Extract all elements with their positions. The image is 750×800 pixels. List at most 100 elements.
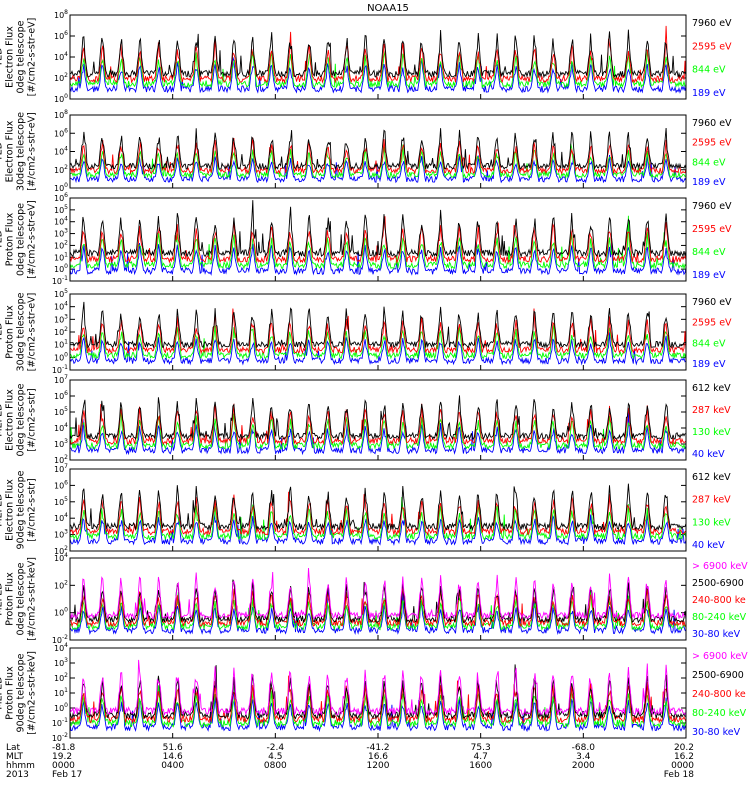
y-axis-label-line: MEPED — [0, 493, 5, 526]
series-line — [70, 579, 686, 624]
series-line — [70, 57, 686, 94]
y-tick-label: 107 — [54, 374, 68, 385]
legend-entry: 240-800 ke — [692, 689, 746, 700]
legend-entry: 189 eV — [692, 88, 726, 99]
y-tick-label: 100 — [54, 607, 68, 618]
y-axis-label-line: 0deg telescope — [16, 203, 27, 276]
panel-2: 100 102 104 106 108 TEDElectron Flux30deg tel… — [0, 109, 732, 193]
series-line — [70, 143, 686, 180]
y-axis-label-line: TED — [0, 47, 5, 67]
y-tick-label: 102 — [54, 239, 68, 250]
y-tick-label: 104 — [54, 642, 68, 653]
legend-entry: 30-80 keV — [692, 629, 741, 640]
legend-entry: 2595 eV — [692, 41, 732, 52]
y-axis-label-line: Electron Flux — [5, 120, 16, 182]
y-tick-label: 103 — [54, 529, 68, 540]
y-tick-label: 104 — [54, 512, 68, 523]
y-axis-label-line: 30deg telescope — [16, 112, 27, 191]
y-tick-label: 106 — [54, 127, 68, 138]
x-tick-label: 16.2 — [674, 752, 694, 762]
y-tick-label: 103 — [54, 228, 68, 239]
y-tick-label: 105 — [54, 204, 68, 215]
series-line — [70, 215, 686, 271]
y-tick-label: 104 — [54, 51, 68, 62]
y-tick-label: 105 — [54, 288, 68, 299]
plot-area — [70, 200, 686, 276]
x-tick-label: 4.7 — [474, 752, 488, 762]
y-tick-label: 108 — [54, 9, 68, 20]
series-line — [70, 588, 686, 636]
series-line — [70, 308, 686, 355]
legend-entry: 130 keV — [692, 517, 731, 528]
y-tick-label: 102 — [54, 164, 68, 175]
panel-frame — [69, 468, 687, 552]
y-tick-label: 102 — [54, 579, 68, 590]
y-axis-label-line: Proton Flux — [5, 305, 16, 359]
y-axis-label-line: [#/cm2-s-str-eV] — [27, 112, 38, 191]
series-line — [70, 323, 686, 360]
x-tick-label: 4.5 — [268, 752, 282, 762]
y-tick-label: 107 — [54, 463, 68, 474]
panel-8: 10-2 10-1 100 101 102 103 104 MEPEDProton Flux9… — [0, 642, 748, 743]
y-tick-label: 104 — [54, 422, 68, 433]
legend-entry: > 6900 keV — [692, 651, 748, 662]
series-line — [70, 29, 686, 79]
legend-entry: 240-800 ke — [692, 595, 746, 606]
legend-entry: 40 keV — [692, 540, 725, 551]
x-tick-label: 1200 — [367, 761, 390, 771]
y-tick-label: 106 — [54, 479, 68, 490]
legend-entry: 80-240 keV — [692, 708, 747, 719]
y-axis-label: MEPEDProton Flux0deg telescope[#/cm2-s-s… — [0, 557, 38, 641]
x-tick-label: 0000 — [52, 761, 75, 771]
series-line — [70, 483, 686, 532]
legend-entry: 287 keV — [692, 405, 731, 416]
plot-area — [70, 395, 686, 456]
y-tick-label: 104 — [54, 552, 68, 563]
y-tick-label: 100 — [54, 351, 68, 362]
legend-entry: 2595 eV — [692, 224, 732, 235]
legend-entry: 612 keV — [692, 472, 731, 483]
legend-entry: 844 eV — [692, 247, 726, 258]
y-tick-label: 10-1 — [52, 364, 68, 375]
y-axis-label-line: Proton Flux — [5, 572, 16, 626]
y-tick-label: 100 — [54, 702, 68, 713]
y-tick-label: 106 — [54, 192, 68, 203]
panel-7: 10-2 100 102 104 MEPEDProton Flux0deg telesc… — [0, 552, 748, 645]
y-axis-label-line: 90deg telescope — [16, 653, 27, 732]
x-tick-label: 0800 — [264, 761, 287, 771]
series-line — [70, 137, 686, 175]
plot-area — [70, 659, 686, 733]
legend-entry: 30-80 keV — [692, 727, 741, 738]
x-tick-label: 51.6 — [163, 743, 183, 753]
series-line — [70, 659, 686, 717]
legend-entry: 40 keV — [692, 449, 725, 460]
y-axis-label-line: Electron Flux — [5, 389, 16, 451]
y-tick-label: 10-1 — [52, 275, 68, 286]
y-axis-label-line: [#/cm2-s-str-eV] — [27, 18, 38, 97]
y-tick-label: 104 — [54, 146, 68, 157]
y-axis-label: MEPEDElectron Flux0deg telescope[#/cm2-s… — [0, 383, 38, 456]
x-tick-label: -68.0 — [572, 743, 596, 753]
y-axis-label-line: MEPED — [0, 403, 5, 436]
series-line — [70, 491, 686, 537]
legend-entry: 844 eV — [692, 157, 726, 168]
series-line — [70, 408, 686, 451]
legend-entry: 7960 eV — [692, 201, 732, 212]
y-axis-label-line: [#/cm2-s-str] — [27, 478, 38, 541]
legend-entry: > 6900 keV — [692, 561, 748, 572]
y-axis-label: TEDElectron Flux30deg telescope[#/cm2-s-… — [0, 112, 38, 191]
x-tick-label: 0400 — [161, 761, 184, 771]
legend-entry: 844 eV — [692, 338, 726, 349]
x-row-label: 2013 — [6, 770, 29, 780]
x-tick-label: -81.8 — [52, 743, 76, 753]
y-axis-label-line: 30deg telescope — [16, 292, 27, 371]
y-axis-label-line: Electron Flux — [5, 479, 16, 541]
y-tick-label: 100 — [54, 263, 68, 274]
y-tick-label: 108 — [54, 109, 68, 120]
y-tick-label: 101 — [54, 687, 68, 698]
series-line — [70, 689, 686, 733]
y-axis-label-line: MEPED — [0, 582, 5, 615]
x-tick-label: -41.2 — [366, 743, 389, 753]
